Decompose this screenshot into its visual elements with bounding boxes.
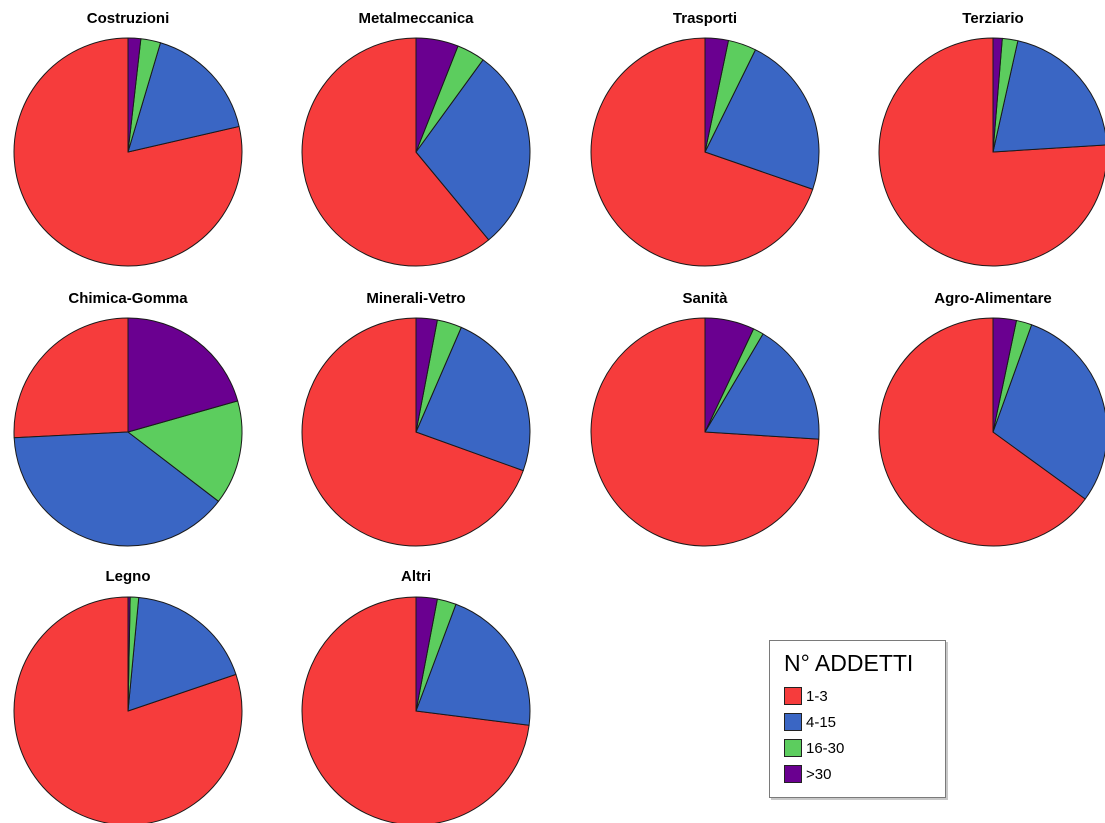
pie-slice-chimica-gomma-16-30 xyxy=(127,400,243,502)
pie-title-trasporti: Trasporti xyxy=(672,10,738,27)
legend-title: N° ADDETTI xyxy=(784,650,914,676)
legend-label: 1-3 xyxy=(806,688,828,705)
pie-slice-minerali-vetro-over-30 xyxy=(415,317,438,433)
legend-label: 4-15 xyxy=(806,714,837,731)
pie-slice-costruzioni-over-30 xyxy=(127,37,142,153)
pie-slice-metalmeccanica-1-3 xyxy=(301,37,490,267)
pie-slice-metalmeccanica-over-30 xyxy=(415,37,459,153)
pie-minerali-vetro xyxy=(301,317,531,547)
pie-slice-metalmeccanica-4-15 xyxy=(415,59,531,241)
pie-sanita xyxy=(590,317,820,547)
pie-slice-altri-over-30 xyxy=(415,596,438,712)
pie-slice-legno-over-30 xyxy=(127,596,131,712)
pie-slice-chimica-gomma-1-3 xyxy=(13,317,129,439)
pie-altri xyxy=(301,596,531,823)
pie-slice-sanita-4-15 xyxy=(704,333,820,440)
pie-title-agro-alimentare: Agro-Alimentare xyxy=(934,290,1052,307)
pie-metalmeccanica xyxy=(301,37,531,267)
pie-slice-altri-4-15 xyxy=(415,603,531,726)
pie-slice-costruzioni-4-15 xyxy=(127,42,240,153)
pie-title-costruzioni: Costruzioni xyxy=(86,10,170,27)
legend: N° ADDETTI 1-3 4-15 16-30 >30 xyxy=(769,640,946,798)
pie-slice-sanita-over-30 xyxy=(704,317,755,433)
pie-slice-legno-4-15 xyxy=(127,597,237,712)
pie-legno xyxy=(13,596,243,823)
pie-title-legno: Legno xyxy=(105,568,151,585)
legend-label: 16-30 xyxy=(806,740,845,757)
pie-slice-trasporti-1-3 xyxy=(590,37,814,267)
pie-slice-trasporti-4-15 xyxy=(704,49,820,190)
pie-title-terziario: Terziario xyxy=(962,10,1024,27)
pie-agro-alimentare xyxy=(878,317,1105,547)
pie-slice-minerali-vetro-4-15 xyxy=(415,326,531,472)
pie-slice-terziario-over-30 xyxy=(992,37,1003,153)
pie-slice-terziario-4-15 xyxy=(992,40,1105,153)
pie-slice-terziario-1-3 xyxy=(878,37,1105,267)
pie-slice-agro-alimentare-4-15 xyxy=(992,324,1105,500)
pie-terziario xyxy=(878,37,1105,267)
pie-slice-agro-alimentare-1-3 xyxy=(878,317,1086,547)
legend-label: >30 xyxy=(806,766,832,783)
pie-slice-costruzioni-1-3 xyxy=(13,37,243,267)
legend-swatch xyxy=(784,739,802,757)
pie-title-minerali-vetro: Minerali-Vetro xyxy=(366,290,466,307)
pie-slice-legno-1-3 xyxy=(13,596,243,823)
pie-slice-minerali-vetro-1-3 xyxy=(301,317,524,547)
legend-swatch xyxy=(784,687,802,705)
pie-slice-chimica-gomma-over-30 xyxy=(127,317,239,433)
legend-swatch xyxy=(784,765,802,783)
pie-chimica-gomma xyxy=(13,317,243,547)
pie-trasporti xyxy=(590,37,820,267)
pie-title-altri: Altri xyxy=(401,568,431,585)
pie-slice-agro-alimentare-over-30 xyxy=(992,317,1017,433)
pie-slice-trasporti-over-30 xyxy=(704,37,729,153)
pie-slice-chimica-gomma-4-15 xyxy=(13,431,220,547)
pie-title-chimica-gomma: Chimica-Gomma xyxy=(68,290,188,307)
pie-title-sanita: Sanità xyxy=(682,290,728,307)
legend-swatch xyxy=(784,713,802,731)
pie-title-metalmeccanica: Metalmeccanica xyxy=(358,10,474,27)
pie-costruzioni xyxy=(13,37,243,267)
